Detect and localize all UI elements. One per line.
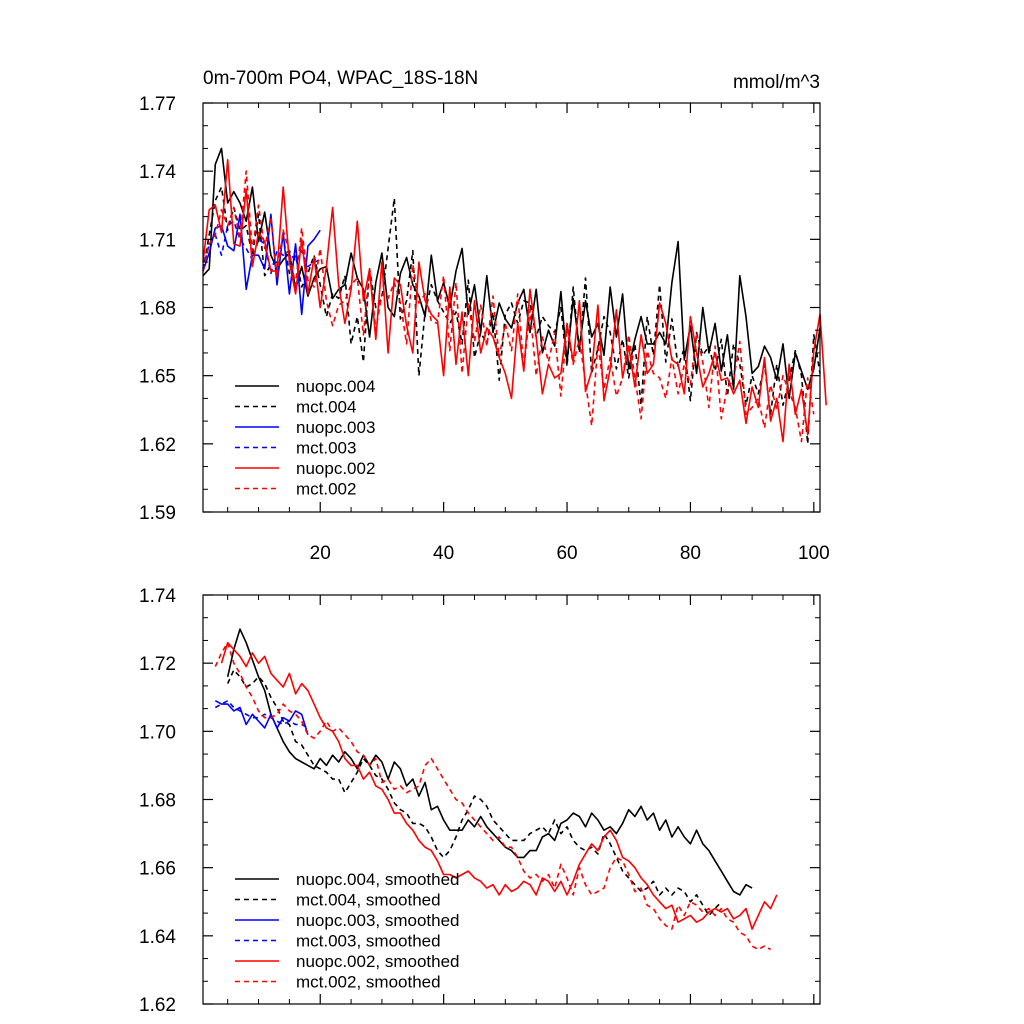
x-tick-label: 100 xyxy=(798,543,830,564)
ticks-layer: 1.59 1.62 1.65 1.68 1.71 1.74 1.77 20 40 60 80 100 xyxy=(139,94,830,564)
series-line-nuopc-003-smoothed xyxy=(214,699,309,735)
series-layer xyxy=(214,628,778,951)
legend-label: nuopc.003, smoothed xyxy=(296,911,460,930)
legend-label: mct.002, smoothed xyxy=(296,973,441,992)
series-line-nuopc-004-smoothed xyxy=(226,628,753,896)
legend-label: mct.003, smoothed xyxy=(296,932,441,951)
y-tick-label: 1.66 xyxy=(139,859,176,880)
x-tick-label: 60 xyxy=(556,543,577,564)
legend-label: nuopc.002 xyxy=(296,459,375,478)
series-line-nuopc-002 xyxy=(202,159,827,443)
legend-label: nuopc.004, smoothed xyxy=(296,870,460,889)
y-tick-label: 1.77 xyxy=(139,94,176,115)
series-line-nuopc-002-smoothed xyxy=(220,641,778,930)
x-tick-label: 40 xyxy=(433,543,454,564)
y-tick-label: 1.74 xyxy=(139,162,176,183)
series-line-mct-002 xyxy=(202,170,815,443)
legend-label: mct.004 xyxy=(296,398,356,417)
y-tick-label: 1.68 xyxy=(139,299,176,320)
y-tick-label: 1.71 xyxy=(139,230,176,251)
series-line-mct-003-smoothed xyxy=(214,699,309,729)
legend-label: mct.003 xyxy=(296,439,356,458)
x-tick-label: 20 xyxy=(310,543,331,564)
y-tick-label: 1.59 xyxy=(139,503,176,524)
y-tick-label: 1.72 xyxy=(139,654,176,675)
y-tick-label: 1.74 xyxy=(139,586,176,607)
x-tick-label: 80 xyxy=(680,543,701,564)
y-tick-label: 1.68 xyxy=(139,791,176,812)
series-line-mct-003 xyxy=(202,220,321,275)
y-tick-label: 1.62 xyxy=(139,435,176,456)
y-tick-label: 1.70 xyxy=(139,722,176,743)
series-layer xyxy=(202,147,827,445)
series-line-mct-002-smoothed xyxy=(214,641,771,951)
legend-label: mct.004, smoothed xyxy=(296,891,441,910)
legend-label: nuopc.004 xyxy=(296,377,375,396)
y-tick-label: 1.62 xyxy=(139,995,176,1016)
legend-label: mct.002 xyxy=(296,480,356,499)
series-line-mct-004-smoothed xyxy=(226,669,722,917)
chart-title: 0m-700m PO4, WPAC_18S-18N xyxy=(203,68,478,89)
series-line-nuopc-004 xyxy=(202,147,821,400)
y-tick-label: 1.65 xyxy=(139,367,176,388)
timeseries-panel: 0m-700m PO4, WPAC_18S-18N mmol/m^3 1.591… xyxy=(139,68,830,564)
legend-label: nuopc.003 xyxy=(296,418,375,437)
y-tick-label: 1.64 xyxy=(139,927,176,948)
smoothed-panel: 1.62 1.64 1.66 1.68 1.70 1.72 1.74 nuopc.004, … xyxy=(139,586,821,1016)
units-label: mmol/m^3 xyxy=(733,72,820,93)
legend-label: nuopc.002, smoothed xyxy=(296,952,460,971)
ticks-layer: 1.62 1.64 1.66 1.68 1.70 1.72 1.74 xyxy=(139,586,820,1016)
